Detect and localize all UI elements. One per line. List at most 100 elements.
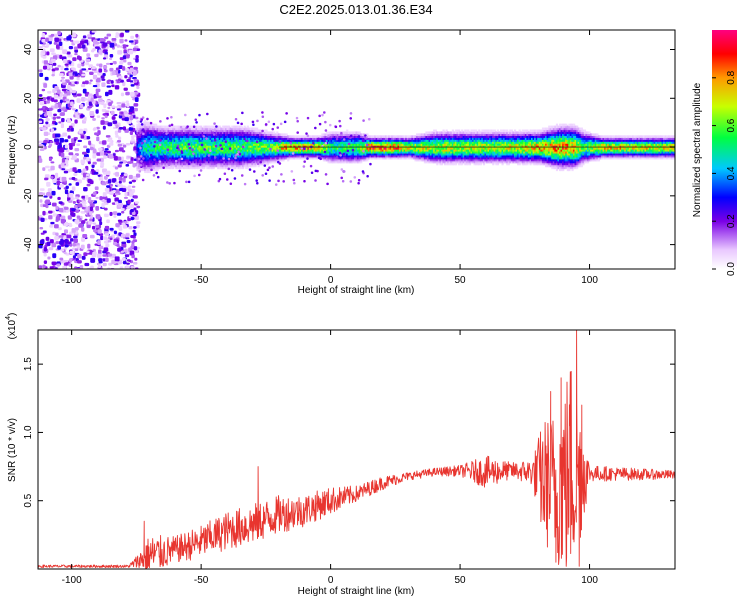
spectrogram-band-cell bbox=[232, 160, 235, 164]
spectrogram-band-cell bbox=[223, 162, 226, 166]
spectrogram-band-cell bbox=[229, 158, 232, 162]
spectrogram-band-cell bbox=[159, 150, 162, 154]
spectrogram-band-cell bbox=[243, 150, 246, 154]
spectrogram-noise-cell bbox=[103, 247, 109, 252]
spectrogram-noise-cell bbox=[75, 220, 80, 225]
spectrogram-band-cell bbox=[381, 141, 385, 144]
spectrogram-band-cell bbox=[162, 160, 166, 164]
spectrogram-noise-cell bbox=[105, 257, 109, 262]
spectrogram-noise-cell bbox=[103, 69, 108, 73]
spectrogram-noise-cell bbox=[113, 230, 117, 235]
spectrogram-band-cell bbox=[162, 164, 166, 168]
spectrogram-band-cell bbox=[417, 158, 420, 162]
spectrogram-band-cell bbox=[170, 166, 173, 170]
spectrogram-noise-cell bbox=[123, 87, 128, 91]
spectrogram-band-cell bbox=[243, 133, 246, 137]
spectrogram-band-cell bbox=[408, 143, 411, 146]
spectrogram-band-cell bbox=[329, 158, 332, 162]
spectrogram-noise-cell bbox=[41, 127, 47, 131]
spectrogram-band-cell bbox=[372, 147, 375, 150]
spectrogram-band-cell bbox=[417, 152, 420, 156]
spectrogram-band-cell bbox=[414, 135, 417, 138]
spectrogram-band-cell bbox=[355, 150, 358, 154]
spectrogram-noise-cell bbox=[72, 200, 76, 204]
spectrogram-band-cell bbox=[277, 150, 280, 154]
spectrogram-band-cell bbox=[141, 162, 144, 166]
spectrogram-band-cell bbox=[162, 143, 166, 146]
spectrogram-band-cell bbox=[248, 131, 251, 135]
spectrogram-band-cell bbox=[221, 160, 225, 164]
spectrogram-band-cell bbox=[280, 135, 284, 138]
spectrogram-noise-cell bbox=[136, 205, 141, 209]
spectrogram-band-cell bbox=[245, 135, 248, 138]
spectrogram-band-cell bbox=[285, 152, 288, 156]
spectrogram-band-cell bbox=[343, 150, 346, 154]
spectrogram-band-cell bbox=[234, 135, 237, 138]
spectrogram-band-cell bbox=[223, 166, 226, 170]
spectrogram-band-cell bbox=[172, 147, 175, 150]
spectrogram-band-cell bbox=[189, 154, 192, 158]
spectrogram-band-cell bbox=[224, 149, 228, 152]
spectrogram-band-cell bbox=[308, 145, 312, 148]
spectrogram-band-cell bbox=[271, 154, 274, 158]
spectrogram-band-cell bbox=[184, 147, 187, 150]
spectrogram-band-cell bbox=[431, 156, 434, 160]
spectrogram-band-cell bbox=[361, 156, 364, 160]
spectrogram-band-cell bbox=[214, 158, 217, 162]
spectrogram-band-cell bbox=[251, 127, 254, 131]
spectrogram-band-cell bbox=[412, 139, 416, 142]
spectrogram-noise-cell bbox=[99, 221, 103, 226]
spectrogram-band-cell bbox=[209, 166, 212, 170]
spectrogram-band-cell bbox=[355, 160, 358, 164]
spectrogram-noise-cell bbox=[130, 124, 135, 128]
spectrogram-band-cell bbox=[238, 131, 242, 135]
spectrogram-band-cell bbox=[229, 127, 232, 131]
spectrogram-band-cell bbox=[237, 154, 240, 158]
spectrogram-band-cell bbox=[193, 133, 197, 137]
spectrogram-band-cell bbox=[347, 135, 350, 138]
spectrogram-band-cell bbox=[215, 135, 218, 138]
spectrogram-noise-cell bbox=[83, 187, 88, 192]
spectrogram-band-cell bbox=[301, 152, 304, 156]
spectrogram-band-cell bbox=[448, 158, 451, 162]
spectrogram-band-cell bbox=[408, 141, 411, 144]
spectrogram-band-cell bbox=[346, 141, 349, 144]
spectrogram-band-cell bbox=[145, 160, 148, 164]
spectrogram-band-cell bbox=[183, 158, 186, 162]
spectrogram-band-cell bbox=[245, 164, 248, 168]
spectrogram-band-cell bbox=[265, 154, 268, 158]
spectrogram-band-cell bbox=[215, 156, 218, 160]
spectrogram-noise-cell bbox=[45, 107, 49, 111]
spectrogram-band-cell bbox=[311, 145, 315, 148]
spectrogram-band-cell bbox=[165, 139, 169, 142]
spectrogram-band-cell bbox=[360, 150, 363, 154]
spectrogram-noise-cell bbox=[124, 254, 130, 258]
spectrogram-band-cell bbox=[139, 162, 142, 166]
spectrogram-band-cell bbox=[183, 145, 186, 148]
spectrogram-noise-cell bbox=[134, 215, 139, 221]
spectrogram-band-cell bbox=[353, 156, 357, 160]
spectrogram-band-cell bbox=[228, 154, 231, 158]
spectrogram-band-cell bbox=[186, 154, 189, 158]
spectrogram-noise-cell bbox=[48, 112, 53, 117]
spectrogram-band-cell bbox=[422, 139, 425, 142]
spectrogram-band-cell bbox=[179, 160, 183, 164]
spectrogram-band-cell bbox=[252, 164, 256, 168]
spectrogram-noise-cell bbox=[51, 202, 57, 207]
spectrogram-band-cell bbox=[238, 147, 242, 150]
spectrogram-band-cell bbox=[187, 150, 190, 154]
spectrogram-band-cell bbox=[159, 156, 162, 160]
spectrogram-band-cell bbox=[137, 164, 141, 168]
spectrogram-noise-cell bbox=[105, 62, 110, 65]
spectrogram-band-cell bbox=[231, 143, 234, 146]
spectrogram-band-cell bbox=[221, 154, 225, 158]
spectrogram-band-cell bbox=[159, 137, 162, 140]
spectrogram-band-cell bbox=[271, 137, 274, 140]
spectrogram-band-cell bbox=[431, 149, 434, 152]
spectrogram-band-cell bbox=[240, 154, 243, 158]
spectrogram-band-cell bbox=[307, 137, 310, 140]
spectrogram-band-cell bbox=[218, 154, 221, 158]
spectrogram-band-cell bbox=[273, 154, 276, 158]
spectrogram-band-cell bbox=[274, 133, 277, 137]
spectrogram-band-cell bbox=[297, 135, 301, 138]
